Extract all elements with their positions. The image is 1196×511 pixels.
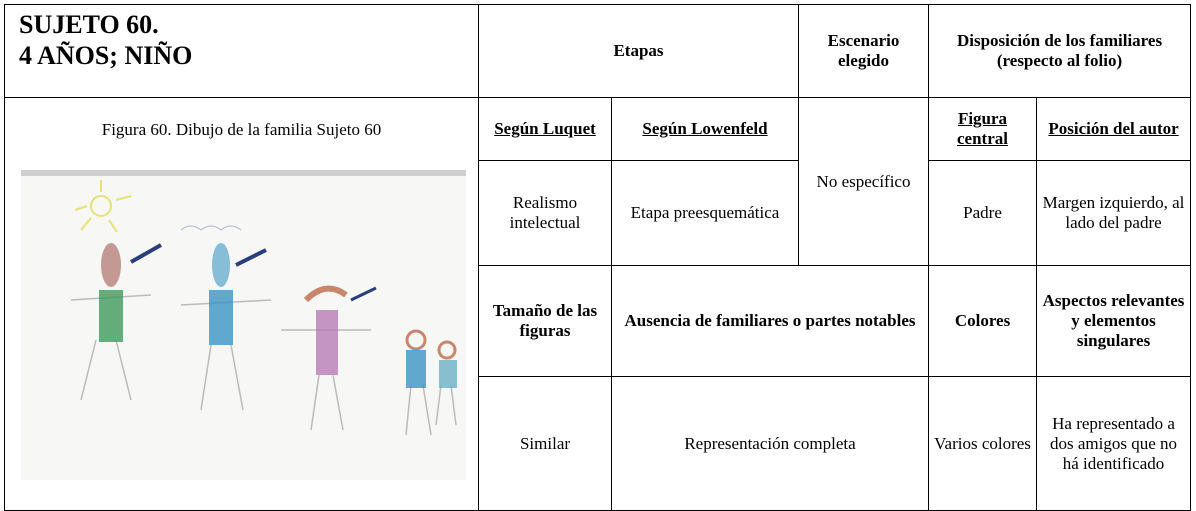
cell: Varios colores [928,376,1038,511]
cell: Ha representado a dos amigos que no há i… [1036,376,1192,511]
age: 4 AÑOS; NIÑO [19,41,193,70]
cell: Representación completa [610,376,930,511]
cell: Aspectos relevantes y elementos singular… [1036,265,1192,377]
figure-cell: Figura 60. Dibujo de la familia Sujeto 6… [4,97,479,511]
cell: Tamaño de las figuras [478,265,612,377]
cell: Similar [478,376,612,511]
cell: Ausencia de familiares o partes notables [610,265,930,377]
cell: No específico [798,97,930,266]
cell: Disposición de los familiares (respecto … [928,4,1192,98]
cell: Colores [928,265,1038,377]
caption: Figura 60. Dibujo de la familia Sujeto 6… [101,120,382,139]
cell: Según Luquet [478,97,612,161]
subject: SUJETO 60. [19,10,159,39]
cell: Escenario elegido [798,4,930,98]
cell: Etapas [477,4,800,98]
subject-table: SUJETO 60. 4 AÑOS; NIÑO Etapas Escenario… [4,4,1192,511]
cell: Margen izquierdo, al lado del padre [1036,160,1192,266]
cell: Padre [928,160,1038,266]
title-cell: SUJETO 60. 4 AÑOS; NIÑO [4,4,479,98]
family-drawing [21,170,466,480]
cell: Posición del autor [1036,97,1192,161]
cell: Figura central [928,97,1038,161]
cell: Realismo intelectual [478,160,612,266]
cell: Según Lowenfeld [610,97,800,161]
cell: Etapa preesquemática [610,160,800,266]
